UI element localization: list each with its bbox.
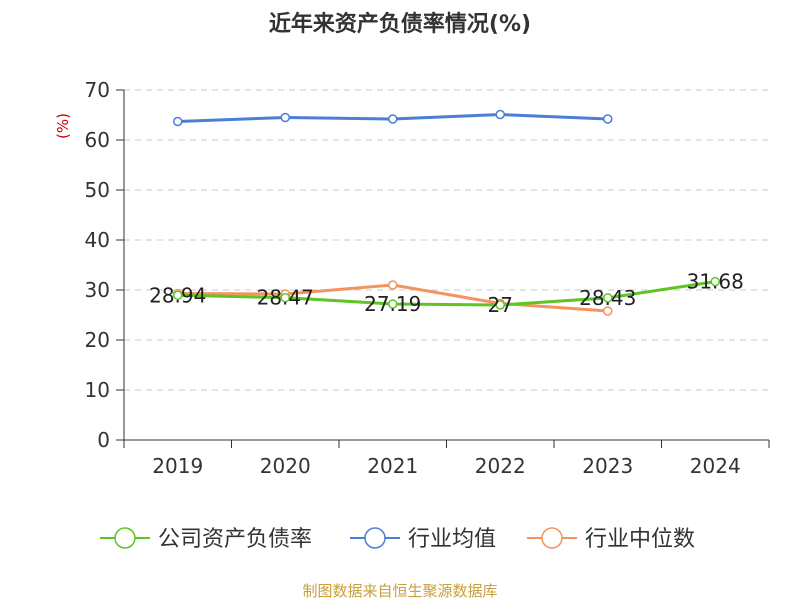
data-label: 31.68 <box>687 270 744 294</box>
chart-title: 近年来资产负债率情况(%) <box>268 12 532 37</box>
data-point-company <box>280 292 290 303</box>
y-tick-label: 40 <box>85 228 110 252</box>
legend-label-industry_avg: 行业均值 <box>408 527 496 552</box>
y-tick-label: 50 <box>85 178 110 202</box>
y-tick-label: 30 <box>85 278 110 302</box>
data-label: 28.47 <box>257 286 314 310</box>
data-label: 28.43 <box>579 286 636 310</box>
y-tick-label: 70 <box>85 78 110 102</box>
x-tick-label: 2024 <box>690 454 741 478</box>
x-tick-label: 2021 <box>367 454 418 478</box>
data-source-note: 制图数据来自恒生聚源数据库 <box>302 582 498 600</box>
data-label: 28.94 <box>149 283 206 307</box>
data-point-industry_median <box>388 280 398 290</box>
data-point-industry_avg <box>173 116 183 127</box>
x-tick-label: 2019 <box>152 454 203 478</box>
y-tick-label: 20 <box>85 328 110 352</box>
x-tick-label: 2022 <box>475 454 526 478</box>
data-point-company <box>495 300 505 310</box>
data-label: 27 <box>488 293 513 317</box>
y-tick-label: 60 <box>85 128 110 152</box>
y-tick-label: 10 <box>85 378 110 402</box>
legend-marker-industry_avg <box>364 527 386 549</box>
data-point-company <box>710 276 720 287</box>
x-tick-label: 2020 <box>260 454 311 478</box>
legend-label-industry_median: 行业中位数 <box>585 527 695 552</box>
y-tick-label: 0 <box>97 428 110 452</box>
data-point-industry_avg <box>495 109 505 120</box>
legend-marker-industry_median <box>541 527 563 549</box>
data-point-industry_median <box>603 306 613 316</box>
data-point-company <box>603 293 613 303</box>
x-tick-label: 2023 <box>582 454 633 478</box>
data-point-company <box>388 299 398 309</box>
data-point-industry_avg <box>280 112 290 123</box>
data-label: 27.19 <box>364 292 421 316</box>
data-point-industry_avg <box>603 114 613 124</box>
legend-label-company: 公司资产负债率 <box>158 527 312 552</box>
series-line-company <box>177 280 716 307</box>
legend-marker-company <box>114 527 136 549</box>
data-point-industry_avg <box>388 114 398 124</box>
y-axis-unit-label: (%) <box>54 113 72 139</box>
data-point-company <box>173 290 183 301</box>
